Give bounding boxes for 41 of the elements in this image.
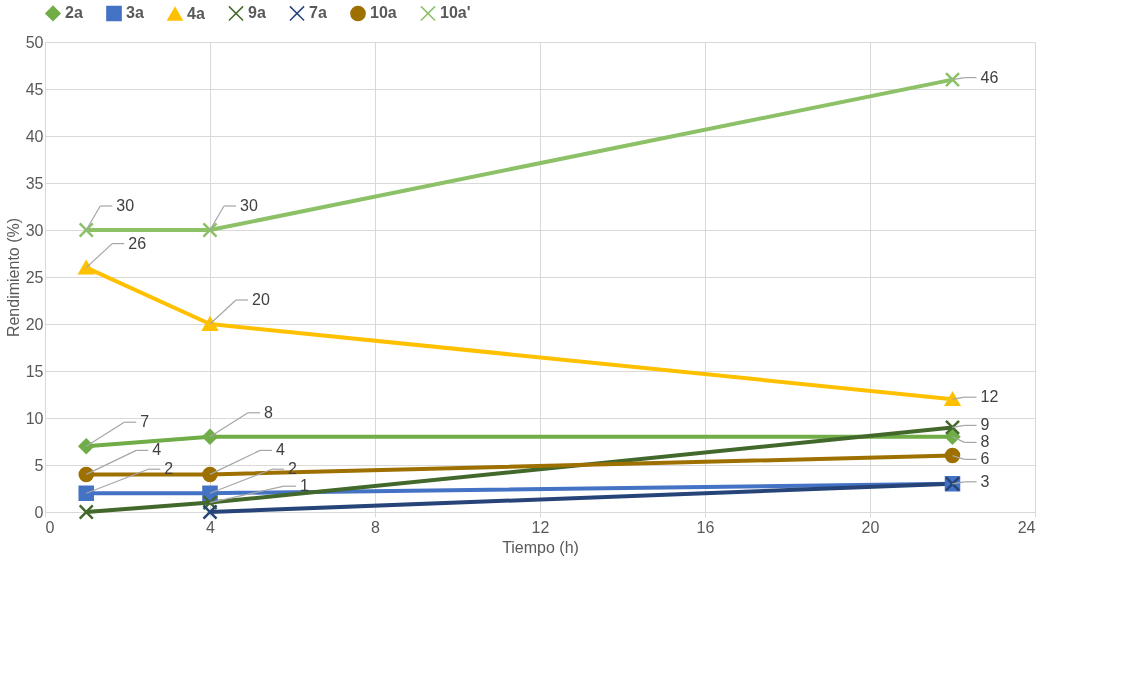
data-label: 8 [264, 403, 273, 421]
x-tick-label: 24 [1017, 518, 1036, 536]
y-tick-label: 25 [25, 268, 44, 286]
data-label: 30 [240, 197, 258, 214]
y-tick-label: 5 [34, 456, 44, 474]
data-label: 12 [980, 388, 999, 406]
data-label: 30 [116, 197, 135, 214]
data-label: 4 [276, 441, 285, 459]
y-tick-label: 40 [25, 127, 44, 145]
y-tick-label: 15 [25, 362, 44, 380]
data-label: 7 [140, 413, 150, 431]
data-label: 8 [980, 433, 990, 451]
x-tick-label: 8 [371, 518, 381, 536]
x-tick-label: 0 [45, 518, 55, 536]
data-label: 9 [980, 416, 990, 434]
x-tick-label: 20 [861, 518, 880, 536]
legend-label: 9a [248, 4, 266, 22]
data-label: 20 [252, 291, 270, 308]
x-tick-label: 16 [696, 518, 715, 536]
y-tick-label: 50 [25, 33, 44, 51]
legend-label: 2a [65, 4, 83, 22]
legend-label: 4a [187, 4, 205, 22]
y-tick-label: 30 [25, 221, 44, 239]
data-label: 26 [128, 234, 147, 252]
x-tick-label: 4 [206, 518, 216, 536]
data-label: 3 [980, 472, 990, 490]
data-label: 4 [152, 441, 162, 459]
y-tick-label: 35 [25, 174, 44, 192]
legend-label: 3a [126, 4, 144, 22]
legend-label: 10a' [440, 4, 471, 22]
x-tick-label: 12 [531, 518, 550, 536]
y-tick-label: 45 [25, 80, 44, 98]
legend-label: 7a [309, 4, 327, 22]
data-label: 46 [980, 68, 999, 86]
y-tick-label: 10 [25, 409, 44, 427]
data-label: 6 [980, 450, 990, 468]
y-tick-label: 20 [25, 315, 44, 333]
y-axis-title: Rendimiento (%) [4, 217, 22, 338]
legend-label: 10a [370, 4, 397, 22]
y-tick-label: 0 [34, 503, 44, 521]
x-axis-title: Tiempo (h) [502, 538, 579, 556]
